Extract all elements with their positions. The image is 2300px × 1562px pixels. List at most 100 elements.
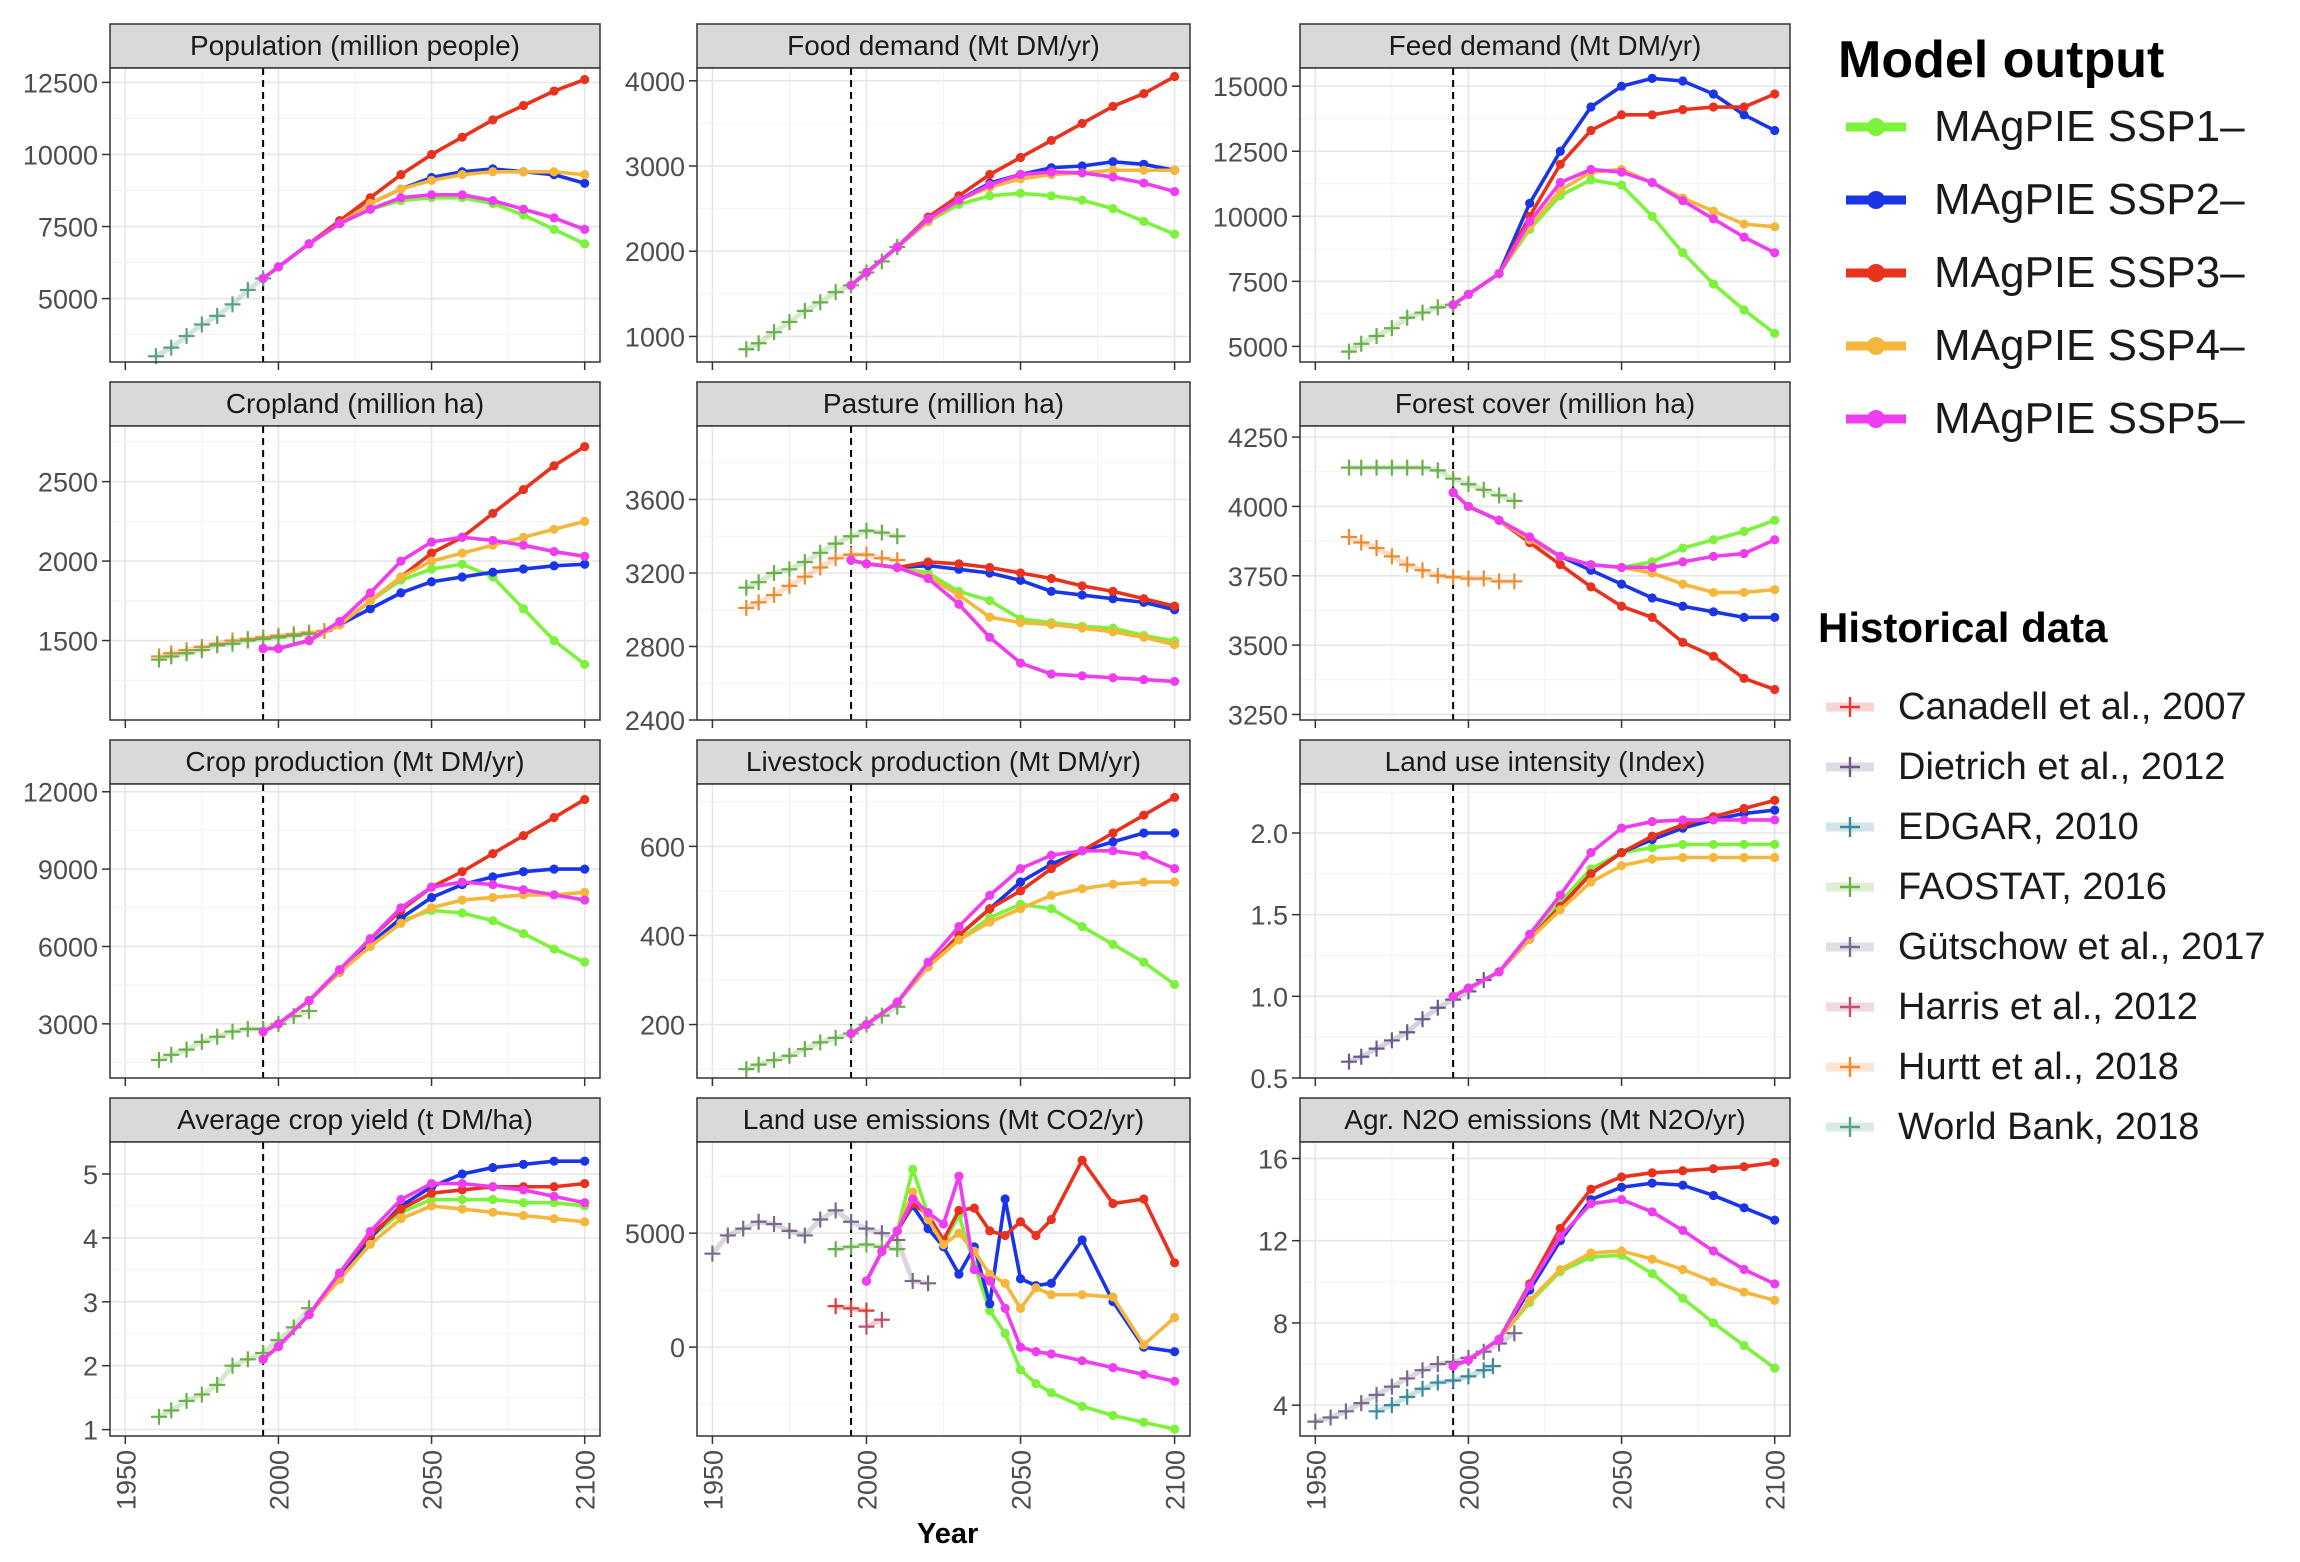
series-point xyxy=(457,559,467,569)
series-point xyxy=(1678,1264,1688,1275)
series-point xyxy=(1139,1369,1149,1380)
series-point xyxy=(985,169,995,180)
series-point xyxy=(985,1269,995,1279)
series-point xyxy=(365,1239,375,1249)
historical-series xyxy=(147,270,272,365)
series-point xyxy=(1448,300,1458,310)
series-point xyxy=(580,1156,590,1166)
series-point xyxy=(1169,828,1180,838)
series-point xyxy=(954,935,964,945)
plot-border xyxy=(109,425,601,721)
historical-point xyxy=(1353,459,1370,476)
series-point xyxy=(861,1019,872,1030)
series-point xyxy=(985,562,995,573)
historical-point xyxy=(1460,476,1477,493)
series-point xyxy=(1077,1356,1087,1366)
series-point xyxy=(1586,848,1596,858)
series-point xyxy=(985,1276,995,1286)
series-point xyxy=(1616,1194,1627,1205)
series-point xyxy=(1494,515,1504,525)
series-point xyxy=(1463,501,1474,512)
legend-label: MAgPIE SSP5– xyxy=(1934,394,2245,444)
series-point xyxy=(1108,165,1118,175)
historical-point xyxy=(193,642,210,659)
series-point xyxy=(426,1188,437,1198)
series-point xyxy=(1000,1278,1010,1288)
series-point xyxy=(426,882,437,892)
historical-point xyxy=(781,577,798,594)
series-point xyxy=(1077,671,1087,681)
series-point xyxy=(396,918,406,928)
historical-point xyxy=(1307,1413,1324,1430)
legend-swatch xyxy=(1826,697,1874,717)
series-point xyxy=(1770,1279,1780,1289)
y-tick-label: 5 xyxy=(83,1160,98,1190)
series-point xyxy=(457,867,467,877)
series-point xyxy=(518,100,529,111)
historical-point xyxy=(1353,1395,1370,1412)
series-point xyxy=(1739,587,1749,598)
series-point xyxy=(1139,178,1149,188)
series-point xyxy=(549,635,559,646)
legend-swatch xyxy=(1826,757,1874,777)
series-point xyxy=(258,1026,268,1037)
series-point xyxy=(1555,159,1565,169)
series-point xyxy=(908,1194,918,1204)
historical-point xyxy=(889,1241,906,1258)
plot-border xyxy=(109,1141,601,1437)
historical-point xyxy=(1399,1370,1416,1387)
historical-series xyxy=(858,1311,890,1335)
panel-title: Food demand (Mt DM/yr) xyxy=(787,30,1100,61)
series-point xyxy=(1108,828,1118,838)
series-point xyxy=(1770,535,1780,545)
series-point xyxy=(1770,815,1780,825)
historical-point xyxy=(889,528,906,545)
historical-point xyxy=(1429,999,1446,1016)
series-point xyxy=(1448,991,1458,1001)
series-point xyxy=(1616,180,1627,190)
series-point xyxy=(1616,601,1627,611)
series-point xyxy=(273,1019,284,1029)
series-point xyxy=(1555,560,1565,570)
series-point xyxy=(1708,815,1719,825)
series-point xyxy=(1739,110,1749,120)
series-point xyxy=(1739,526,1749,536)
series-point xyxy=(1108,627,1118,637)
series-point xyxy=(1015,568,1026,578)
panel-strip xyxy=(696,23,1191,69)
plot-border xyxy=(1299,1141,1791,1437)
historical-point xyxy=(873,550,890,567)
historical-point xyxy=(796,553,813,570)
legend-label: MAgPIE SSP4– xyxy=(1934,321,2245,371)
historical-point xyxy=(738,341,755,358)
series-point xyxy=(1077,884,1087,894)
series-point xyxy=(1708,206,1719,216)
historical-point xyxy=(1341,1053,1357,1070)
series-point xyxy=(580,794,590,805)
panel-strip xyxy=(109,23,601,69)
x-tick-label: 2100 xyxy=(1761,1450,1791,1510)
series-point xyxy=(426,564,437,574)
historical-point xyxy=(178,1041,195,1058)
series-point xyxy=(1015,618,1026,628)
series-point xyxy=(1647,73,1657,84)
series-point xyxy=(1169,186,1180,197)
series-point xyxy=(1586,877,1596,887)
series-point xyxy=(518,540,529,550)
series-point xyxy=(1647,177,1657,188)
series-point xyxy=(985,191,995,201)
series-point xyxy=(1015,188,1026,198)
series-point xyxy=(1031,1347,1041,1357)
historical-point xyxy=(193,1386,210,1403)
historical-point xyxy=(1399,1388,1416,1405)
series-point xyxy=(1046,864,1056,874)
historical-series xyxy=(1341,528,1523,590)
series-point xyxy=(892,997,902,1007)
historical-series xyxy=(1368,1358,1501,1420)
series-point xyxy=(1678,579,1688,589)
series-point xyxy=(258,1354,268,1364)
y-tick-label: 4 xyxy=(1273,1391,1288,1421)
x-tick-label: 2000 xyxy=(264,1450,294,1510)
series-point xyxy=(1169,1376,1180,1386)
series-point xyxy=(1169,877,1180,887)
